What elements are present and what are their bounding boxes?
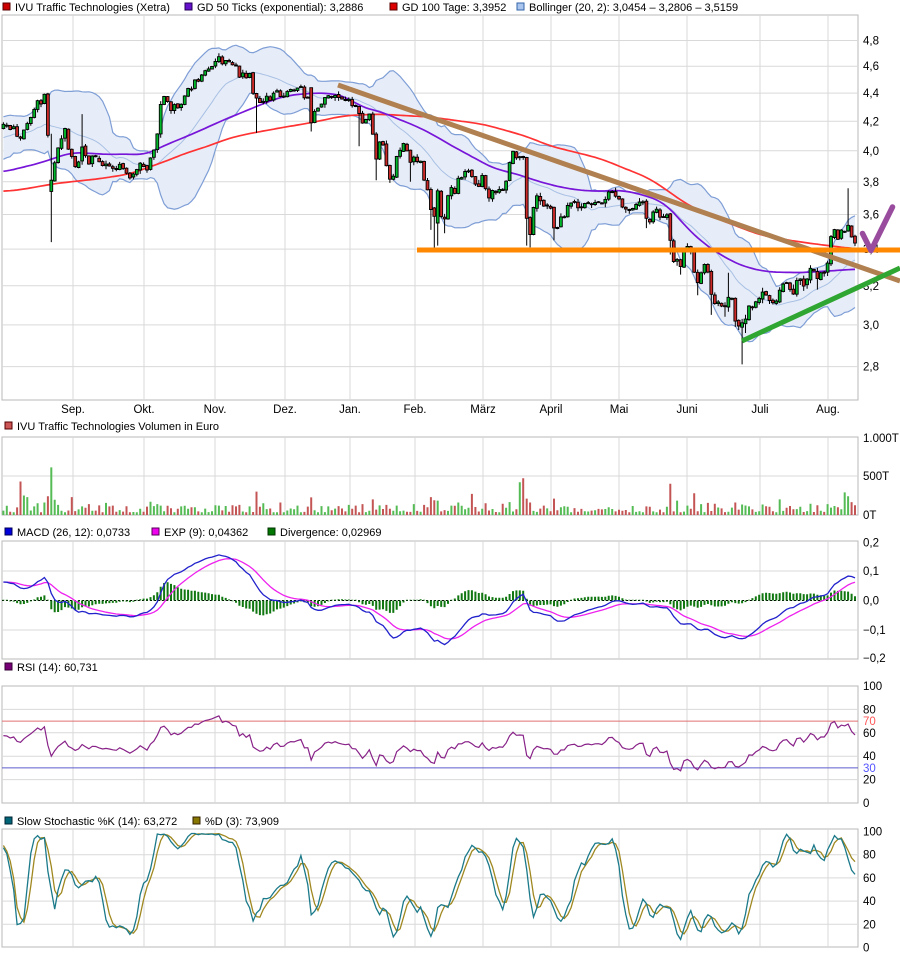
svg-text:4,2: 4,2 <box>863 116 879 128</box>
svg-text:Mai: Mai <box>610 404 629 416</box>
svg-text:0T: 0T <box>863 510 876 522</box>
svg-text:100: 100 <box>863 827 882 839</box>
svg-text:Divergence: 0,02969: Divergence: 0,02969 <box>280 527 382 539</box>
svg-text:80: 80 <box>863 704 876 716</box>
svg-text:0: 0 <box>863 798 869 810</box>
svg-text:40: 40 <box>863 751 876 763</box>
svg-text:60: 60 <box>863 873 876 885</box>
svg-text:70: 70 <box>863 716 876 728</box>
svg-text:60: 60 <box>863 728 876 740</box>
svg-text:GD 50 Ticks (exponential): 3,2: GD 50 Ticks (exponential): 3,2886 <box>197 2 363 14</box>
svg-text:4,8: 4,8 <box>863 36 879 48</box>
svg-text:Juli: Juli <box>751 404 768 416</box>
svg-text:MACD (26, 12): 0,0733: MACD (26, 12): 0,0733 <box>17 527 130 539</box>
svg-text:1.000T: 1.000T <box>863 433 899 445</box>
svg-text:3,0: 3,0 <box>863 320 879 332</box>
svg-text:Bollinger (20, 2): 3,0454 – 3,: Bollinger (20, 2): 3,0454 – 3,2806 – 3,5… <box>529 2 738 14</box>
svg-text:30: 30 <box>863 763 876 775</box>
svg-text:3,8: 3,8 <box>863 177 879 189</box>
svg-text:Jan.: Jan. <box>339 404 361 416</box>
svg-text:20: 20 <box>863 919 876 931</box>
svg-text:März: März <box>470 404 496 416</box>
svg-text:Okt.: Okt. <box>133 404 154 416</box>
svg-text:40: 40 <box>863 896 876 908</box>
svg-text:−0,1: −0,1 <box>863 625 886 637</box>
svg-text:RSI (14): 60,731: RSI (14): 60,731 <box>17 662 98 674</box>
svg-text:3,6: 3,6 <box>863 210 879 222</box>
svg-text:20: 20 <box>863 775 876 787</box>
svg-text:IVU Traffic Technologies (Xetr: IVU Traffic Technologies (Xetra) <box>15 2 170 14</box>
svg-text:Sep.: Sep. <box>61 404 85 416</box>
svg-text:0,1: 0,1 <box>863 566 879 578</box>
svg-text:80: 80 <box>863 850 876 862</box>
svg-text:−0,2: −0,2 <box>863 653 886 665</box>
svg-text:%D (3): 73,909: %D (3): 73,909 <box>205 816 279 828</box>
svg-text:4,6: 4,6 <box>863 61 879 73</box>
svg-text:0: 0 <box>863 943 869 955</box>
svg-text:Nov.: Nov. <box>204 404 227 416</box>
svg-text:4,0: 4,0 <box>863 146 879 158</box>
svg-text:Juni: Juni <box>676 404 697 416</box>
svg-text:EXP (9): 0,04362: EXP (9): 0,04362 <box>164 527 248 539</box>
svg-text:100: 100 <box>863 681 882 693</box>
svg-text:0,0: 0,0 <box>863 596 879 608</box>
svg-text:0,2: 0,2 <box>863 538 879 550</box>
svg-text:4,4: 4,4 <box>863 88 880 100</box>
svg-text:Dez.: Dez. <box>273 404 297 416</box>
svg-text:Feb.: Feb. <box>403 404 426 416</box>
svg-text:2,8: 2,8 <box>863 362 879 374</box>
svg-text:Aug.: Aug. <box>816 404 840 416</box>
svg-text:April: April <box>539 404 562 416</box>
svg-text:IVU Traffic Technologies Volum: IVU Traffic Technologies Volumen in Euro <box>17 421 219 433</box>
svg-text:500T: 500T <box>863 471 889 483</box>
svg-text:GD 100 Tage: 3,3952: GD 100 Tage: 3,3952 <box>402 2 506 14</box>
svg-text:Slow Stochastic %K (14): 63,27: Slow Stochastic %K (14): 63,272 <box>17 816 177 828</box>
